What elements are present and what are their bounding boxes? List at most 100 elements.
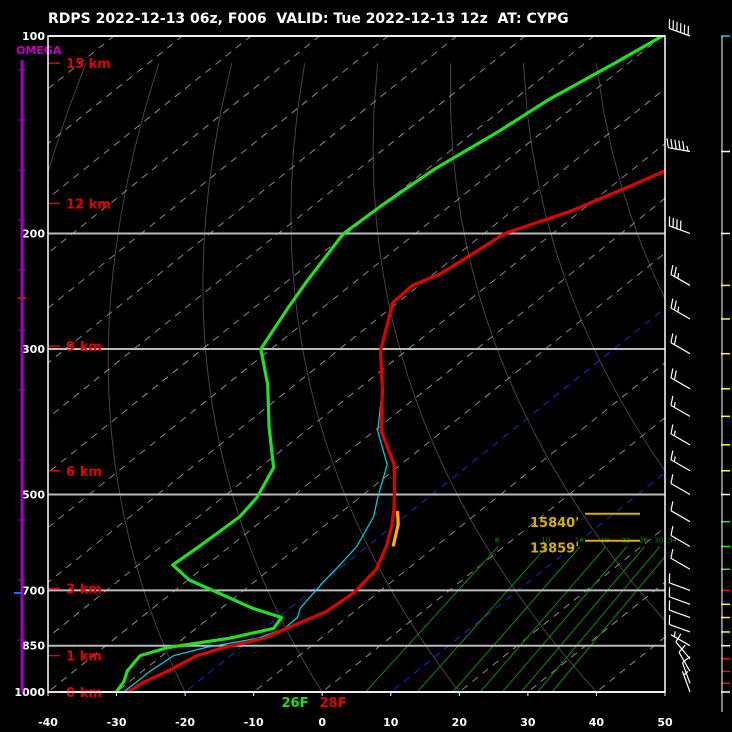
height-label: 9 km xyxy=(66,340,102,355)
wind-barb xyxy=(675,633,691,660)
wind-barb xyxy=(670,501,691,523)
wind-barb-flag xyxy=(670,424,674,434)
mixing-ratio-line xyxy=(365,546,499,692)
dry-adiabat xyxy=(372,63,598,692)
wind-barb-flag xyxy=(670,368,674,378)
highlight-isotherm xyxy=(184,307,665,692)
freezing-level-label: 15840' xyxy=(530,516,579,531)
wind-barb-flag xyxy=(678,644,686,653)
wind-barb xyxy=(670,333,691,355)
pressure-tick-label: 700 xyxy=(22,584,45,597)
wind-barb xyxy=(670,265,691,286)
height-label: 0 km xyxy=(66,686,102,701)
wind-barb-staff xyxy=(670,557,691,570)
surface-dewpoint-label: 26F xyxy=(282,696,309,711)
mixing-ratio-label: 10 xyxy=(541,536,550,544)
isotherm xyxy=(48,36,252,200)
isotherm xyxy=(458,526,665,692)
wind-barb-staff xyxy=(670,459,691,472)
dry-adiabat xyxy=(595,63,665,300)
wind-barb-staff xyxy=(669,623,691,633)
isotherm xyxy=(48,36,115,90)
isotherm xyxy=(48,197,665,692)
pressure-tick-label: 200 xyxy=(22,227,45,240)
highlight-isotherm xyxy=(389,471,665,692)
temperature-tick-label: -40 xyxy=(38,716,58,729)
wind-barb-staff xyxy=(670,307,691,320)
wind-barb xyxy=(668,216,691,235)
mixing-ratio-label: 6 xyxy=(495,536,500,544)
wind-barb-flag xyxy=(678,140,681,150)
wind-barb-staff xyxy=(670,342,691,355)
wind-barb-half-flag xyxy=(673,430,676,436)
wind-barb-flag xyxy=(670,333,674,343)
wind-barb-flag xyxy=(670,548,674,559)
freezing-level-label: 13859' xyxy=(530,542,579,557)
isotherm xyxy=(716,21,732,706)
wind-barb-half-flag xyxy=(673,631,676,637)
wind-barb-flag xyxy=(670,395,674,406)
pressure-tick-label: 500 xyxy=(22,489,45,502)
wind-barb-staff xyxy=(670,634,691,647)
chart-title: RDPS 2022-12-13 06z, F006 VALID: Tue 202… xyxy=(48,11,569,27)
wind-barb xyxy=(668,600,691,619)
wind-barb-staff xyxy=(670,510,691,523)
temperature-tick-label: -20 xyxy=(175,716,195,729)
dewpoint-trace xyxy=(114,36,664,692)
mixing-ratio-line xyxy=(452,546,581,692)
mixing-ratio-line xyxy=(537,546,661,692)
mixing-ratio-line xyxy=(520,546,645,692)
wind-barb-staff xyxy=(669,596,691,605)
wind-barb-flag xyxy=(673,267,677,277)
temperature-tick-label: 30 xyxy=(520,716,536,729)
wind-barb-flag xyxy=(666,138,669,148)
wind-barb-flag xyxy=(682,656,691,664)
wind-barb-staff xyxy=(670,404,691,417)
surface-temperature-label: 28F xyxy=(320,696,347,711)
omega-label: OMEGA xyxy=(16,44,62,57)
wind-barb xyxy=(670,450,691,472)
wind-barb-flag xyxy=(674,139,677,150)
dry-adiabat xyxy=(202,63,323,692)
wind-barb-staff xyxy=(675,641,691,660)
warm-layer-segment xyxy=(391,511,400,547)
wind-barb-half-flag xyxy=(686,145,689,152)
isobar-layer: 100 200 300 500 700 850 1000 xyxy=(14,30,665,699)
isotherm xyxy=(321,417,665,692)
height-label: 12 km xyxy=(66,197,111,212)
trace-layer xyxy=(114,36,665,692)
wind-barb-flag xyxy=(670,501,674,511)
wind-barb-staff xyxy=(669,582,691,591)
mixing-ratio-label: 30 xyxy=(654,536,663,544)
label-layer: 610141822263034-40-30-20-100102030405015… xyxy=(14,57,677,729)
wetbulb-trace xyxy=(122,170,665,692)
pressure-tick-label: 100 xyxy=(22,30,45,43)
isotherm xyxy=(252,362,665,692)
wind-barb-flag xyxy=(675,633,682,643)
height-label: 6 km xyxy=(66,465,102,480)
wind-barb xyxy=(668,573,691,591)
wind-barb-half-flag xyxy=(683,671,689,676)
isotherm xyxy=(115,252,665,692)
mixing-ratio-label: 14 xyxy=(575,536,584,544)
isotherm xyxy=(48,88,665,583)
dry-adiabat xyxy=(450,63,665,622)
mixing-ratio-line xyxy=(501,546,628,692)
mixing-ratio-label: 26 xyxy=(639,536,648,544)
pressure-tick-label: 1000 xyxy=(14,686,45,699)
wind-barb-staff xyxy=(669,609,691,619)
wind-barb xyxy=(670,526,691,547)
mixing-ratio-line xyxy=(551,555,665,692)
height-label: 15 km xyxy=(66,57,111,72)
wind-barb-flag xyxy=(673,300,677,311)
wind-barb xyxy=(670,395,691,417)
wind-barb-half-flag xyxy=(673,401,676,408)
wind-barb-flag xyxy=(670,298,674,309)
isotherm xyxy=(48,36,389,309)
isotherm xyxy=(48,36,664,529)
wind-barb-half-flag xyxy=(677,306,680,313)
wind-barb-staff xyxy=(670,433,691,446)
wind-barb-flag xyxy=(682,141,685,151)
isotherm xyxy=(48,36,321,254)
